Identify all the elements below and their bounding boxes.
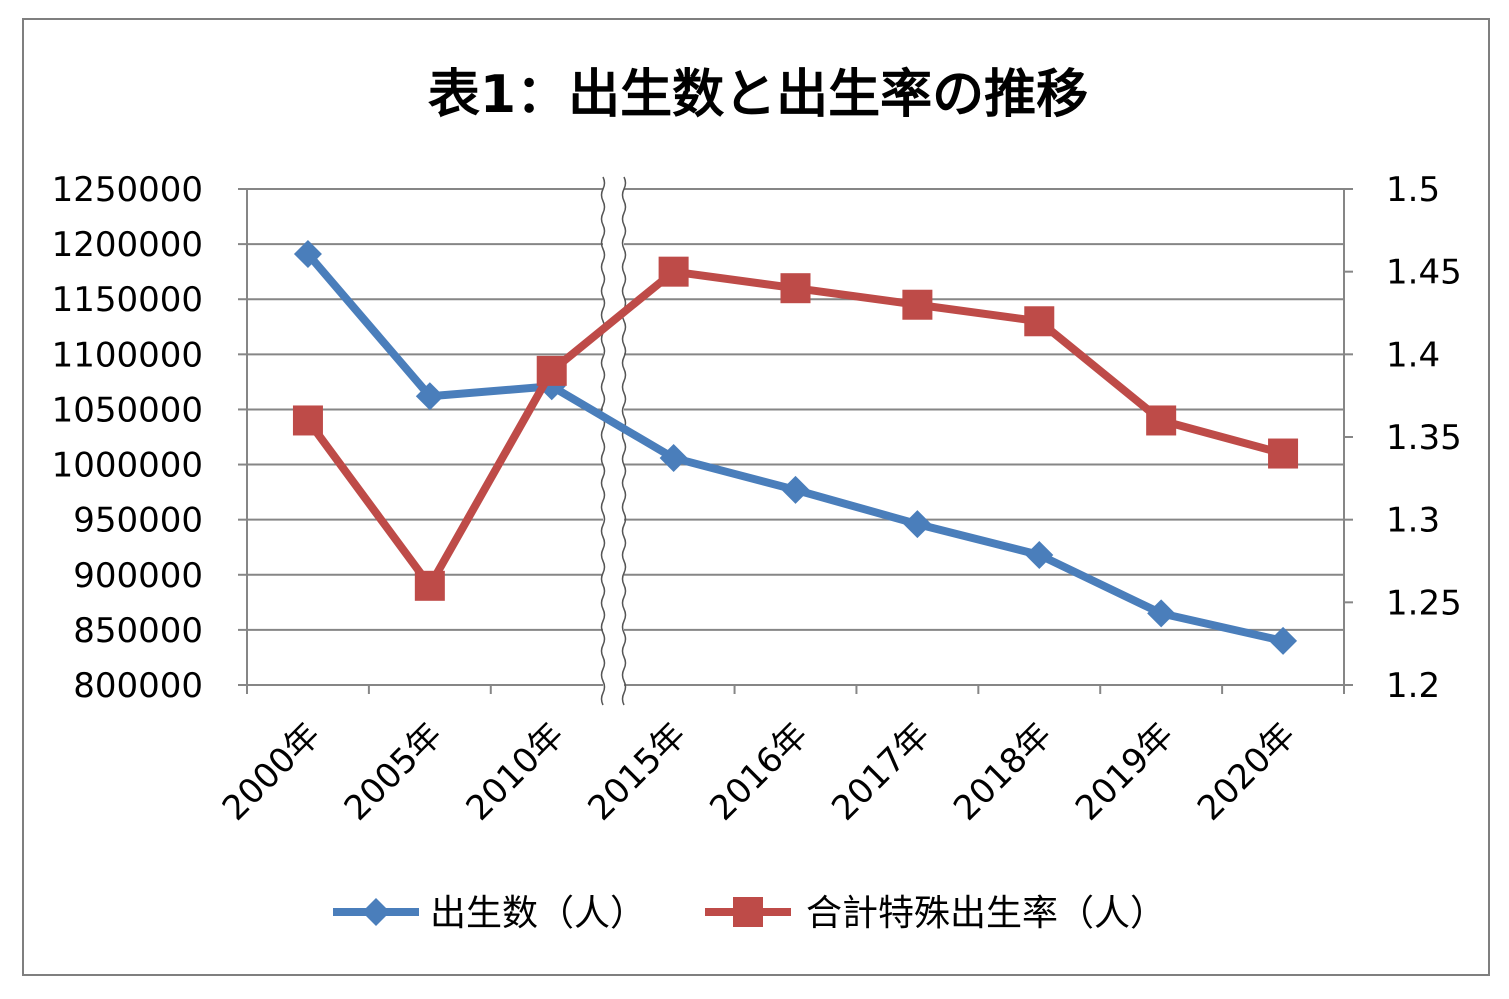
data-point-square: [414, 570, 445, 601]
axis-break: [600, 176, 627, 706]
data-point-square: [292, 405, 323, 436]
y-left-tick-label: 800000: [73, 666, 203, 706]
series-group: [292, 240, 1299, 655]
legend-label-2: 合計特殊出生率（人）: [806, 893, 1166, 934]
y-right-tick-label: 1.45: [1386, 253, 1462, 293]
y-right-tick-label: 1.5: [1386, 170, 1440, 210]
data-point-diamond: [415, 382, 444, 411]
data-point-square: [1024, 306, 1055, 337]
data-point-square: [780, 273, 811, 304]
data-point-square: [1268, 438, 1299, 469]
x-tick-label: 2000年: [215, 715, 329, 829]
data-point-square: [1146, 405, 1177, 436]
x-tick-label: 2018年: [946, 715, 1060, 829]
y-right-tick-label: 1.4: [1386, 335, 1440, 375]
legend-marker-square: [733, 897, 763, 927]
y-right-tick-label: 1.25: [1386, 583, 1462, 623]
axis-break-mark: [600, 176, 606, 706]
data-point-diamond: [293, 240, 322, 269]
y-right-tick-label: 1.2: [1386, 666, 1440, 706]
legend-label-1: 出生数（人）: [430, 893, 646, 934]
y-left-tick-label: 1250000: [52, 170, 203, 210]
x-tick-label: 2010年: [459, 715, 573, 829]
x-tick-label: 2020年: [1190, 715, 1304, 829]
axis-break-gap: [604, 179, 623, 697]
data-point-diamond: [659, 443, 688, 472]
series-line-2: [304, 267, 1285, 590]
axes: 1250000 1200000 1150000 1100000 1050000 10000…: [52, 170, 1462, 829]
x-tick-label: 2019年: [1068, 715, 1182, 829]
y-left-tick-label: 1200000: [52, 225, 203, 265]
data-point-diamond: [903, 510, 932, 539]
data-point-square: [902, 289, 933, 320]
y-left-tick-label: 1050000: [52, 390, 203, 430]
data-point-square: [536, 355, 567, 386]
legend: 出生数（人） 合計特殊出生率（人）: [333, 893, 1166, 934]
x-tick-label: 2016年: [702, 715, 816, 829]
y-left-tick-label: 850000: [73, 611, 203, 651]
data-point-diamond: [781, 475, 810, 504]
data-point-square: [658, 256, 689, 287]
y-left-tick-label: 1100000: [52, 335, 203, 375]
series-line-1: [304, 251, 1284, 645]
y-right-tick-label: 1.35: [1386, 418, 1462, 458]
x-tick-label: 2017年: [824, 715, 938, 829]
y-left-tick-label: 950000: [73, 501, 203, 541]
legend-marker-diamond: [362, 898, 390, 926]
x-tick-label: 2005年: [337, 715, 451, 829]
y-left-tick-label: 900000: [73, 556, 203, 596]
y-right-tick-label: 1.3: [1386, 501, 1440, 541]
chart-title: 表1：出生数と出生率の推移: [428, 65, 1088, 125]
y-left-tick-label: 1000000: [52, 446, 203, 486]
y-left-tick-label: 1150000: [52, 280, 203, 320]
data-point-diamond: [1025, 540, 1054, 569]
x-tick-label: 2015年: [580, 715, 694, 829]
chart-frame: [22, 18, 1490, 976]
data-point-diamond: [1147, 599, 1176, 628]
data-point-diamond: [1269, 626, 1298, 655]
axis-break-mark: [621, 176, 627, 706]
